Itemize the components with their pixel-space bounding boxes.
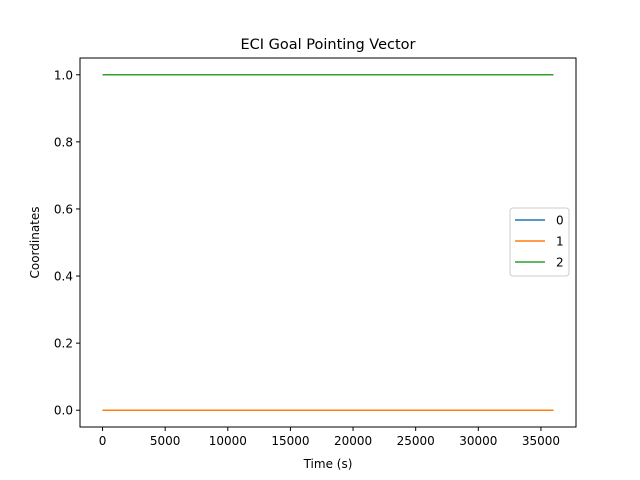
legend-label-1: 1 [556, 235, 564, 249]
x-tick-label: 20000 [334, 434, 372, 448]
y-tick-label: 0.0 [54, 404, 73, 418]
legend-entries: 0 1 2 [515, 214, 564, 270]
legend-label-0: 0 [556, 214, 564, 228]
x-tick-label: 35000 [522, 434, 560, 448]
plot-area [79, 57, 577, 428]
series-layer [102, 74, 554, 411]
y-tick-label: 0.8 [54, 135, 73, 149]
x-axis: 0 5000 10000 15000 20000 25000 30000 35000 [99, 427, 560, 448]
y-axis: 0.0 0.2 0.4 0.6 0.8 1.0 [54, 68, 80, 418]
y-tick-label: 0.2 [54, 337, 73, 351]
chart-title: ECI Goal Pointing Vector [240, 37, 415, 53]
x-tick-label: 30000 [459, 434, 497, 448]
x-tick-label: 15000 [271, 434, 309, 448]
legend-box [509, 207, 570, 277]
x-tick-label: 25000 [397, 434, 435, 448]
x-tick-label: 5000 [150, 434, 181, 448]
y-tick-label: 0.4 [54, 270, 73, 284]
legend: 0 1 2 [509, 207, 570, 277]
x-tick-label: 10000 [209, 434, 247, 448]
axes-frame [79, 57, 577, 428]
x-tick-label: 0 [99, 434, 107, 448]
y-axis-title: Coordinates [28, 206, 42, 278]
legend-label-2: 2 [556, 256, 564, 270]
y-tick-label: 1.0 [54, 68, 73, 82]
x-axis-title: Time (s) [303, 457, 353, 471]
y-tick-label: 0.6 [54, 202, 73, 216]
